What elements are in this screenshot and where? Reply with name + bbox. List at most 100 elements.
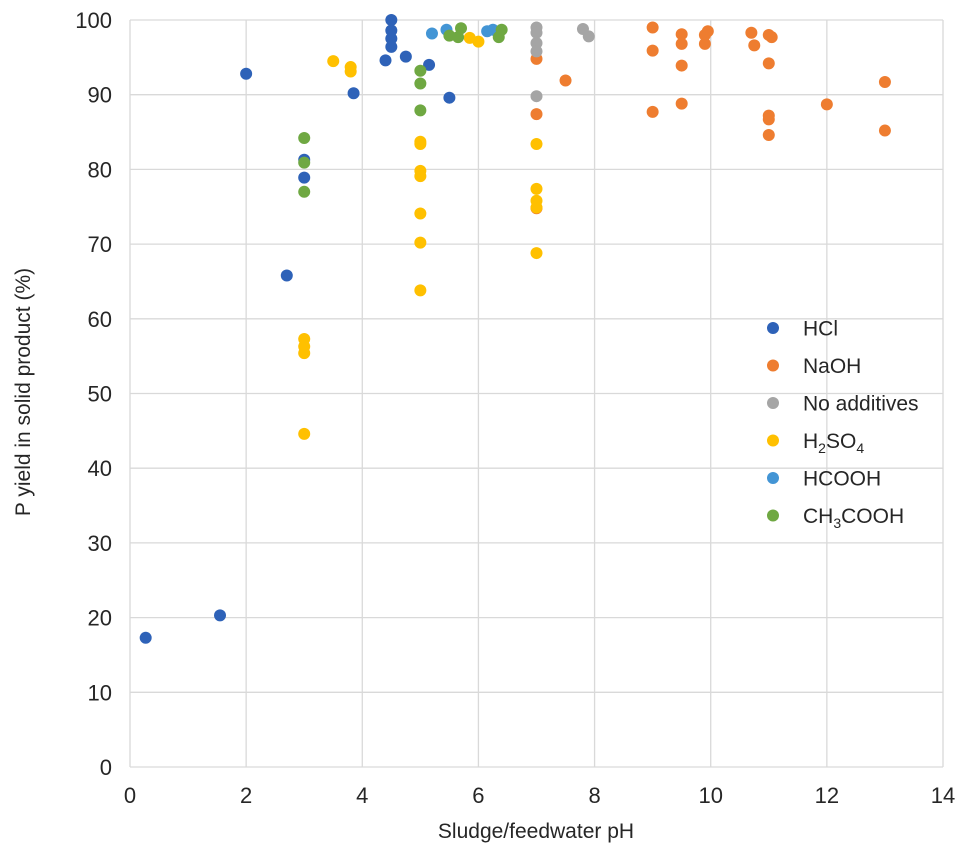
data-point bbox=[530, 37, 543, 50]
data-point bbox=[820, 98, 833, 111]
data-point bbox=[698, 37, 711, 50]
series-hcooh bbox=[425, 23, 499, 40]
data-point bbox=[385, 40, 398, 53]
data-point bbox=[385, 32, 398, 45]
data-point bbox=[646, 105, 659, 118]
x-tick-label: 4 bbox=[356, 783, 368, 808]
series-no-additives bbox=[530, 21, 595, 103]
series-h2so4 bbox=[298, 31, 543, 440]
data-point bbox=[347, 87, 360, 100]
data-point bbox=[414, 236, 427, 249]
data-point bbox=[414, 207, 427, 220]
tick-labels: 0 2 4 6 8 10 12 14 0 10 20 30 40 50 60 70 80 90 100 bbox=[75, 8, 955, 808]
data-point bbox=[379, 54, 392, 67]
legend-item: HCl bbox=[767, 318, 838, 341]
data-point bbox=[414, 104, 427, 117]
y-tick-label: 40 bbox=[88, 456, 112, 481]
data-point bbox=[530, 247, 543, 260]
y-tick-label: 100 bbox=[75, 8, 112, 33]
x-tick-label: 0 bbox=[124, 783, 136, 808]
y-tick-label: 50 bbox=[88, 382, 112, 407]
x-tick-label: 8 bbox=[588, 783, 600, 808]
data-point bbox=[472, 35, 485, 48]
data-point bbox=[425, 27, 438, 40]
data-point bbox=[298, 185, 311, 198]
series-hcl bbox=[139, 14, 456, 644]
legend-label: CH3COOH bbox=[803, 505, 904, 531]
data-point bbox=[414, 284, 427, 297]
data-point bbox=[530, 26, 543, 39]
y-tick-label: 20 bbox=[88, 606, 112, 631]
data-point bbox=[762, 113, 775, 126]
x-axis-title: Sludge/feedwater pH bbox=[438, 820, 634, 843]
legend-label: HCOOH bbox=[803, 468, 881, 491]
data-point bbox=[385, 24, 398, 37]
data-point bbox=[530, 108, 543, 121]
legend-marker bbox=[767, 509, 779, 522]
data-point bbox=[298, 171, 311, 184]
legend-label: NaOH bbox=[803, 355, 861, 378]
data-point bbox=[139, 631, 152, 644]
data-point bbox=[765, 31, 778, 44]
legend-label: HCl bbox=[803, 318, 838, 341]
legend-item: NaOH bbox=[767, 355, 861, 378]
data-point bbox=[530, 45, 543, 58]
x-tick-label: 12 bbox=[815, 783, 839, 808]
data-point bbox=[675, 59, 688, 72]
data-point bbox=[298, 427, 311, 440]
y-tick-label: 30 bbox=[88, 531, 112, 556]
data-point bbox=[298, 132, 311, 145]
legend-item: CH3COOH bbox=[767, 505, 904, 531]
data-point bbox=[399, 50, 412, 63]
data-point bbox=[298, 347, 311, 360]
legend-marker bbox=[767, 397, 779, 409]
data-point bbox=[495, 23, 508, 36]
data-point bbox=[344, 65, 357, 78]
y-tick-label: 10 bbox=[88, 680, 112, 705]
legend-label: No additives bbox=[803, 393, 919, 416]
data-point bbox=[701, 25, 714, 38]
data-point bbox=[414, 64, 427, 77]
y-tick-label: 80 bbox=[88, 157, 112, 182]
data-point bbox=[646, 44, 659, 57]
data-point bbox=[385, 14, 398, 26]
data-point bbox=[280, 269, 293, 282]
data-point bbox=[214, 609, 227, 622]
data-point bbox=[414, 138, 427, 151]
x-tick-label: 14 bbox=[931, 783, 955, 808]
legend-marker bbox=[767, 359, 779, 372]
data-point bbox=[559, 74, 572, 87]
y-tick-label: 90 bbox=[88, 83, 112, 108]
data-point bbox=[748, 39, 761, 52]
x-tick-label: 2 bbox=[240, 783, 252, 808]
data-point bbox=[646, 21, 659, 34]
data-point bbox=[878, 76, 891, 89]
data-point bbox=[443, 91, 456, 104]
data-point bbox=[745, 26, 758, 39]
data-point bbox=[240, 67, 253, 80]
y-tick-label: 0 bbox=[100, 755, 112, 780]
legend-marker bbox=[767, 434, 779, 447]
data-point bbox=[530, 138, 543, 151]
data-point bbox=[878, 124, 891, 137]
data-point bbox=[675, 97, 688, 110]
legend: HCl NaOH No additives H2SO4 HCOOH CH3COOH bbox=[767, 318, 919, 531]
data-point bbox=[530, 90, 543, 103]
y-axis-title: P yield in solid product (%) bbox=[12, 268, 35, 516]
legend-item: H2SO4 bbox=[767, 430, 864, 456]
y-tick-label: 60 bbox=[88, 307, 112, 332]
data-point bbox=[675, 28, 688, 41]
data-point bbox=[423, 58, 436, 71]
data-point bbox=[530, 182, 543, 195]
series-naoh bbox=[530, 21, 891, 215]
data-points bbox=[139, 14, 891, 644]
data-point bbox=[582, 30, 595, 43]
series-ch3cooh bbox=[298, 22, 508, 198]
data-point bbox=[327, 55, 340, 68]
legend-marker bbox=[767, 322, 779, 334]
data-point bbox=[762, 129, 775, 142]
data-point bbox=[530, 201, 543, 214]
x-tick-label: 6 bbox=[472, 783, 484, 808]
legend-label: H2SO4 bbox=[803, 430, 864, 456]
